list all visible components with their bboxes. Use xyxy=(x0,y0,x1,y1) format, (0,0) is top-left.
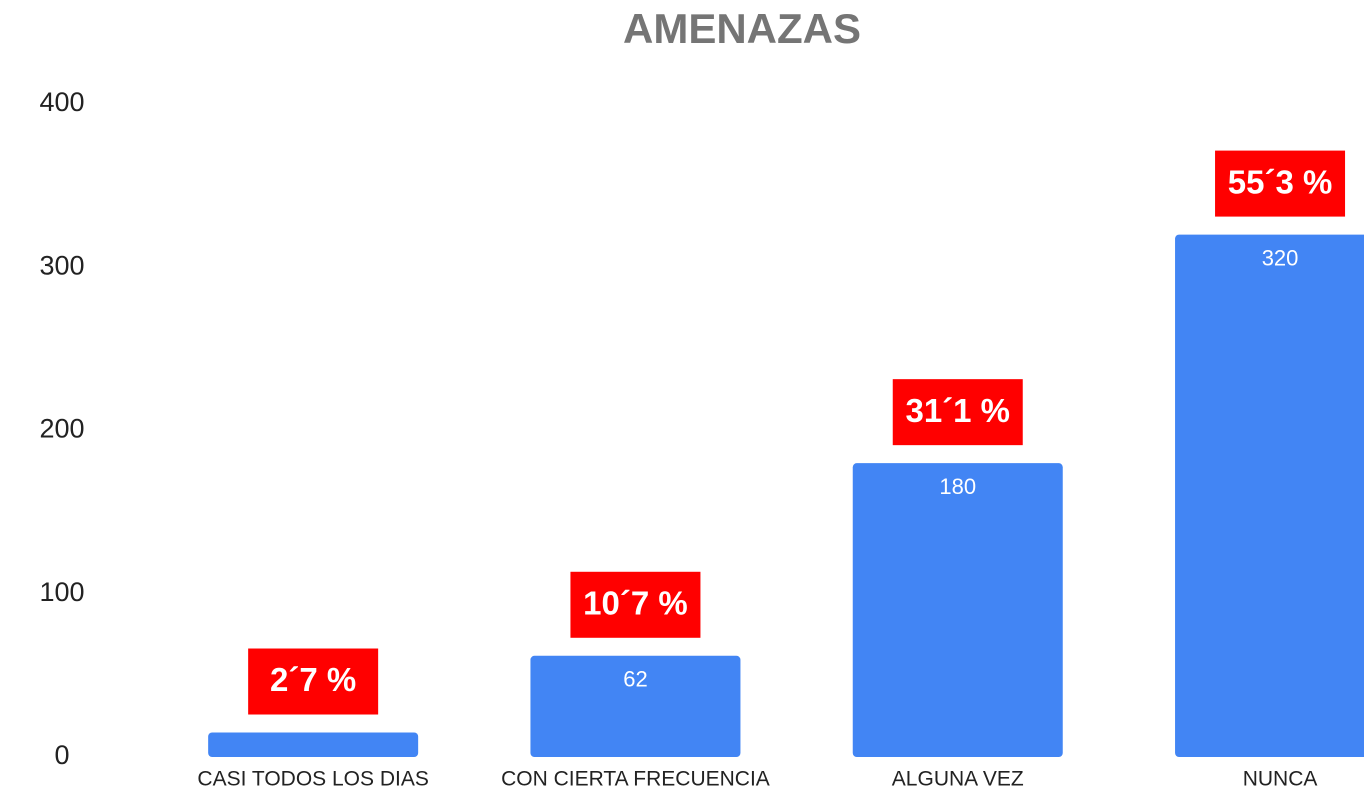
y-tick-label: 300 xyxy=(39,250,84,280)
value-label: 320 xyxy=(1262,245,1299,270)
annotation-box xyxy=(570,571,701,638)
x-tick-label: CON CIERTA FRECUENCIA xyxy=(501,768,770,791)
annotation: 31´1 % xyxy=(905,392,1010,429)
x-tick-label: CASI TODOS LOS DIAS xyxy=(197,768,428,791)
y-tick-label: 200 xyxy=(39,414,84,444)
y-tick-label: 0 xyxy=(54,740,69,770)
bar xyxy=(852,463,1063,757)
annotation: 2´7 % xyxy=(270,661,356,698)
y-tick-label: 400 xyxy=(39,87,84,117)
value-label: 180 xyxy=(939,474,976,499)
annotation-box xyxy=(1215,150,1346,217)
annotation: 10´7 % xyxy=(583,585,688,622)
chart-title: AMENAZAS xyxy=(623,5,861,52)
annotation-box xyxy=(248,648,379,715)
bar xyxy=(530,655,741,757)
bar xyxy=(1175,234,1364,757)
annotation: 55´3 % xyxy=(1228,163,1333,200)
bar xyxy=(208,732,419,757)
y-tick-label: 100 xyxy=(39,577,84,607)
annotation-box xyxy=(892,379,1023,446)
x-tick-label: NUNCA xyxy=(1243,768,1318,791)
x-tick-label: ALGUNA VEZ xyxy=(892,768,1024,791)
value-label: 62 xyxy=(623,667,647,692)
